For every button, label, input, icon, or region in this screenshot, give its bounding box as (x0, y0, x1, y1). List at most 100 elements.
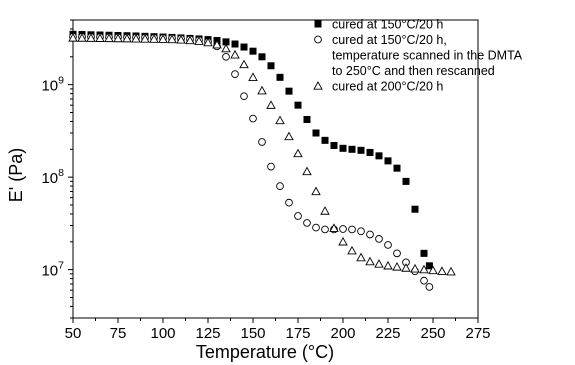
y-tick-label: 108 (41, 167, 64, 187)
x-tick-label: 100 (150, 325, 175, 342)
data-point (149, 34, 159, 43)
data-point (167, 34, 177, 44)
data-point (276, 182, 284, 190)
data-point (312, 129, 320, 137)
legend-marker (314, 35, 322, 44)
x-tick-label: 75 (110, 325, 127, 342)
data-point (428, 265, 438, 275)
data-point (230, 49, 240, 59)
data-point (410, 263, 420, 273)
y-tick-label: 107 (41, 260, 64, 280)
data-point (383, 260, 393, 270)
legend-item-3: cured at 200°C/20 h (313, 80, 443, 94)
x-tick-label: 200 (330, 325, 355, 342)
data-point (365, 256, 375, 266)
data-point (393, 164, 401, 172)
data-point (348, 225, 356, 234)
data-point (239, 59, 249, 69)
y-axis: 107 108 109 (41, 19, 73, 319)
data-point (425, 262, 433, 270)
legend-label: cured at 150°C/20 h, (332, 33, 447, 47)
data-point (302, 166, 312, 176)
data-point (212, 39, 222, 49)
data-point (222, 52, 230, 61)
data-point (357, 146, 365, 154)
data-point (366, 230, 374, 239)
data-point (249, 114, 257, 123)
data-point (267, 62, 275, 70)
data-point (176, 34, 186, 44)
data-point (285, 87, 293, 95)
data-point (311, 186, 321, 196)
data-point (131, 33, 141, 43)
data-point (276, 73, 284, 81)
x-tick-label: 150 (240, 325, 265, 342)
data-point (285, 198, 293, 207)
data-point (425, 283, 434, 291)
data-point (194, 36, 204, 45)
data-point (249, 47, 257, 55)
data-point (275, 115, 285, 125)
data-point (231, 40, 239, 48)
data-point (420, 249, 428, 257)
data-point (68, 33, 78, 42)
data-point (374, 259, 384, 268)
legend-label: cured at 150°C/20 h (332, 18, 443, 32)
data-point (357, 227, 365, 236)
x-tick-label: 125 (195, 325, 220, 342)
legend-marker (314, 20, 322, 28)
data-point (266, 100, 276, 109)
data-point (122, 33, 132, 43)
data-point (329, 223, 339, 232)
data-point (257, 85, 267, 95)
data-point (240, 43, 248, 51)
data-point (104, 33, 114, 43)
data-point (113, 33, 123, 43)
legend-marker (313, 81, 323, 90)
data-point (303, 115, 311, 123)
series-3 (68, 33, 456, 276)
x-tick-label: 50 (65, 325, 82, 342)
data-point (312, 223, 320, 232)
data-point (95, 33, 105, 42)
x-tick-label: 225 (375, 325, 400, 342)
data-point (392, 261, 402, 271)
x-tick-label: 175 (285, 325, 310, 342)
data-point (384, 157, 392, 165)
data-point (402, 177, 410, 185)
series-layer (68, 30, 456, 291)
data-point (338, 236, 348, 246)
data-point (375, 235, 383, 243)
data-point (437, 266, 447, 275)
data-point (384, 241, 392, 249)
x-axis: 50 75 100 125 150 175 200 225 250 275 (65, 318, 491, 342)
data-point (86, 33, 96, 42)
x-tick-label: 250 (420, 325, 445, 342)
data-point (303, 219, 311, 227)
y-tick-label: 109 (41, 75, 64, 95)
data-point (330, 141, 338, 149)
data-point (348, 145, 356, 153)
data-point (158, 34, 168, 43)
legend-label: temperature scanned in the DMTA (332, 49, 523, 63)
data-point (366, 148, 374, 156)
y-axis-title: E' (Pa) (6, 148, 26, 202)
data-point (401, 263, 411, 272)
data-point (321, 225, 329, 234)
x-axis-title: Temperature (°C) (196, 342, 334, 362)
data-point (339, 144, 347, 152)
data-point (231, 70, 239, 78)
data-point (321, 136, 329, 144)
data-point (419, 264, 429, 274)
data-point (258, 53, 266, 61)
legend-label: cured at 200°C/20 h (332, 80, 443, 94)
data-point (339, 225, 347, 233)
data-point (240, 92, 248, 101)
x-tick-label: 275 (465, 325, 490, 342)
data-point (293, 148, 303, 158)
data-point (320, 206, 330, 215)
legend-label: to 250°C and then rescanned (332, 64, 495, 78)
legend-item-2: cured at 150°C/20 h, temperature scanned … (314, 33, 523, 78)
